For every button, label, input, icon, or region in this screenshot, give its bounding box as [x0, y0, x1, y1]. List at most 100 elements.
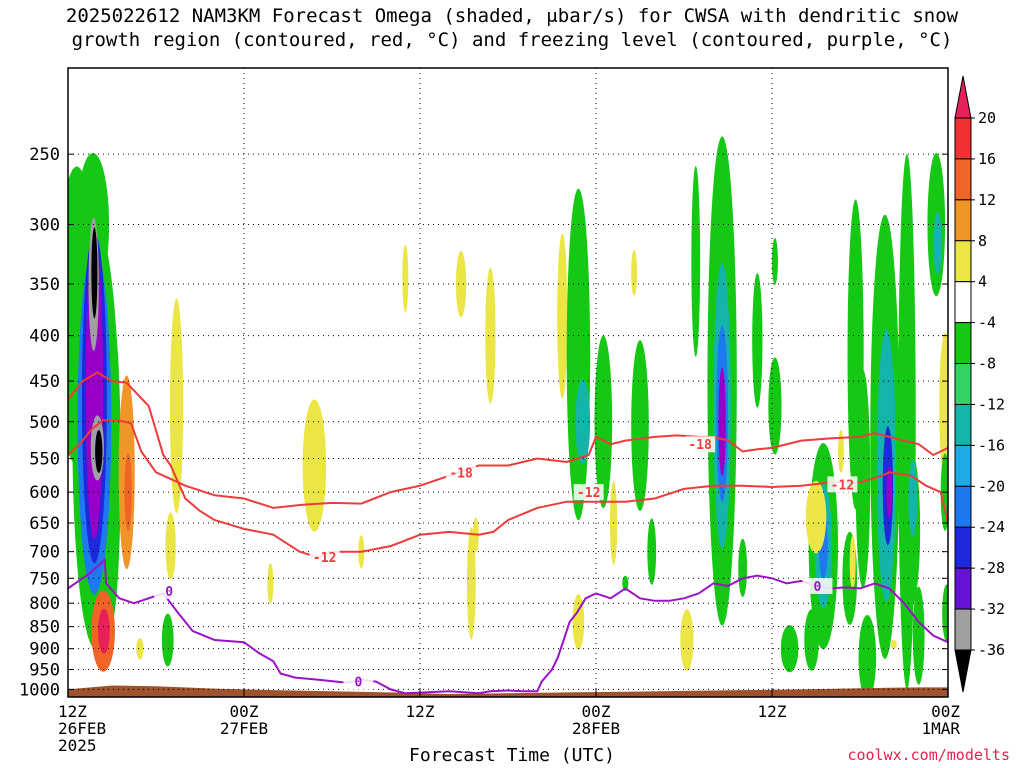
omega-cell-19 — [302, 399, 327, 532]
y-tick-label-6: 550 — [29, 450, 60, 470]
y-tick-label-9: 700 — [29, 543, 60, 563]
omega-cell-32 — [572, 594, 585, 650]
colorbar-segment-1 — [954, 158, 972, 201]
y-tick-label-14: 950 — [29, 661, 60, 681]
x-tick-label-0-2: 2025 — [58, 736, 97, 755]
x-tick-label-4-0: 12Z — [758, 702, 787, 721]
contour-label-2: 0 — [354, 676, 362, 691]
omega-cell-35 — [622, 575, 629, 592]
x-tick-label-5-0: 00Z — [931, 702, 960, 721]
contour-label-extra-1: -12 — [577, 486, 600, 501]
title-line-1: 2025022612 NAM3KM Forecast Omega (shaded… — [65, 5, 959, 27]
y-tick-label-3: 400 — [29, 327, 60, 347]
omega-cell-22 — [402, 244, 409, 313]
plot-area: -18 -12 0 0 -18 -12 -12 0 — [68, 68, 948, 697]
colorbar-label-10: -24 — [978, 518, 1005, 536]
y-tick-label-2: 350 — [29, 275, 60, 295]
omega-cell-66 — [908, 460, 918, 537]
contour-0 — [68, 419, 948, 509]
x-tick-label-1-0: 00Z — [230, 702, 259, 721]
contour-label-0: -18 — [449, 466, 473, 481]
omega-cell-62 — [858, 615, 877, 697]
omega-cell-25 — [466, 527, 476, 640]
colorbar-label-2: 12 — [978, 191, 996, 209]
colorbar-label-7: -12 — [978, 395, 1005, 413]
y-tick-label-1: 300 — [29, 216, 60, 236]
terrain-fill — [68, 685, 948, 697]
x-tick-label-2-0: 12Z — [406, 702, 435, 721]
y-tick-label-11: 800 — [29, 594, 60, 614]
omega-cell-31 — [631, 340, 649, 512]
colorbar-label-8: -16 — [978, 436, 1005, 454]
colorbar-segment-6 — [954, 363, 972, 405]
omega-cell-52 — [805, 480, 827, 554]
omega-cell-15 — [169, 298, 184, 514]
omega-cell-23 — [455, 250, 467, 318]
omega-cell-8 — [91, 227, 98, 319]
contour-label-extra-2: -12 — [831, 478, 854, 493]
y-tick-label-5: 500 — [29, 413, 60, 433]
contour-label-extra-0-bg — [685, 436, 716, 453]
colorbar-segment-8 — [954, 444, 972, 487]
title-line-2: growth region (contoured, red, °C) and f… — [71, 29, 953, 51]
omega-cell-46 — [768, 357, 782, 455]
colorbar-segment-9 — [954, 485, 972, 528]
x-tick-label-5-1: 1MAR — [921, 719, 960, 738]
omega-cell-34 — [647, 518, 657, 585]
omega-cell-70 — [939, 332, 948, 480]
y-tick-label-15: 1000 — [19, 680, 60, 700]
colorbar-label-13: -36 — [978, 641, 1005, 659]
contour-label-0-bg — [446, 464, 477, 481]
x-tick-label-1-1: 27FEB — [220, 719, 268, 738]
contour-label-3-bg — [802, 577, 833, 594]
colorbar-top-arrow — [954, 75, 972, 119]
omega-cell-16 — [165, 512, 176, 580]
colorbar-label-0: 20 — [978, 109, 996, 127]
omega-cell-20 — [267, 563, 274, 604]
omega-cell-54 — [849, 535, 856, 590]
x-tick-label-3-1: 28FEB — [572, 719, 620, 738]
colorbar-segment-5 — [954, 322, 972, 365]
colorbar-segment-2 — [954, 199, 972, 242]
y-tick-label-12: 850 — [29, 618, 60, 638]
colorbar-segment-7 — [954, 403, 972, 446]
omega-cell-63 — [890, 640, 897, 649]
x-tick-label-3-0: 00Z — [582, 702, 611, 721]
colorbar-segment-4 — [954, 281, 972, 324]
colorbar-segment-0 — [954, 117, 972, 160]
contour-label-extra-1-bg — [573, 484, 604, 501]
omega-cell-41 — [718, 367, 726, 477]
omega-cell-57 — [855, 369, 871, 589]
omega-cell-67 — [912, 586, 925, 685]
omega-cell-28 — [566, 188, 591, 521]
omega-cell-12 — [98, 608, 110, 654]
contour-label-extra-0: -18 — [688, 438, 712, 453]
chart-title: 2025022612 NAM3KM Forecast Omega (shaded… — [0, 4, 1024, 52]
omega-cell-10 — [95, 429, 103, 473]
colorbar-label-11: -28 — [978, 559, 1005, 577]
omega-cell-72 — [942, 584, 948, 642]
colorbar-label-5: -4 — [978, 314, 996, 332]
omega-cell-45 — [771, 237, 778, 285]
omega-cell-55 — [837, 429, 844, 473]
x-axis-title: Forecast Time (UTC) — [409, 745, 615, 766]
colorbar-label-1: 16 — [978, 150, 996, 168]
contour-label-extra-3: 0 — [165, 585, 173, 600]
colorbar-segment-3 — [954, 240, 972, 283]
omega-cell-42 — [680, 609, 694, 671]
x-tick-label-0-0: 12Z — [58, 702, 87, 721]
colorbar-segment-11 — [954, 567, 972, 610]
contour-label-extra-2-bg — [827, 476, 858, 493]
x-tick-label-0-1: 26FEB — [58, 719, 106, 738]
omega-cell-17 — [161, 613, 174, 667]
y-tick-label-13: 900 — [29, 640, 60, 660]
contour-label-1: -12 — [313, 551, 336, 566]
colorbar-segment-12 — [954, 608, 972, 651]
credit-text: coolwx.com/modelts — [847, 746, 1010, 764]
colorbar-label-12: -32 — [978, 600, 1005, 618]
colorbar-label-3: 8 — [978, 232, 987, 250]
omega-cell-27 — [557, 233, 568, 399]
omega-cell-47 — [780, 625, 799, 673]
colorbar-label-4: 4 — [978, 273, 987, 291]
